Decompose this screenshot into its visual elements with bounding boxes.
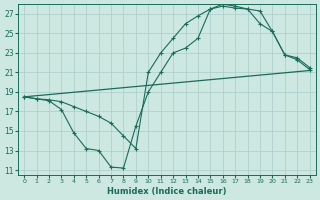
X-axis label: Humidex (Indice chaleur): Humidex (Indice chaleur) — [107, 187, 227, 196]
